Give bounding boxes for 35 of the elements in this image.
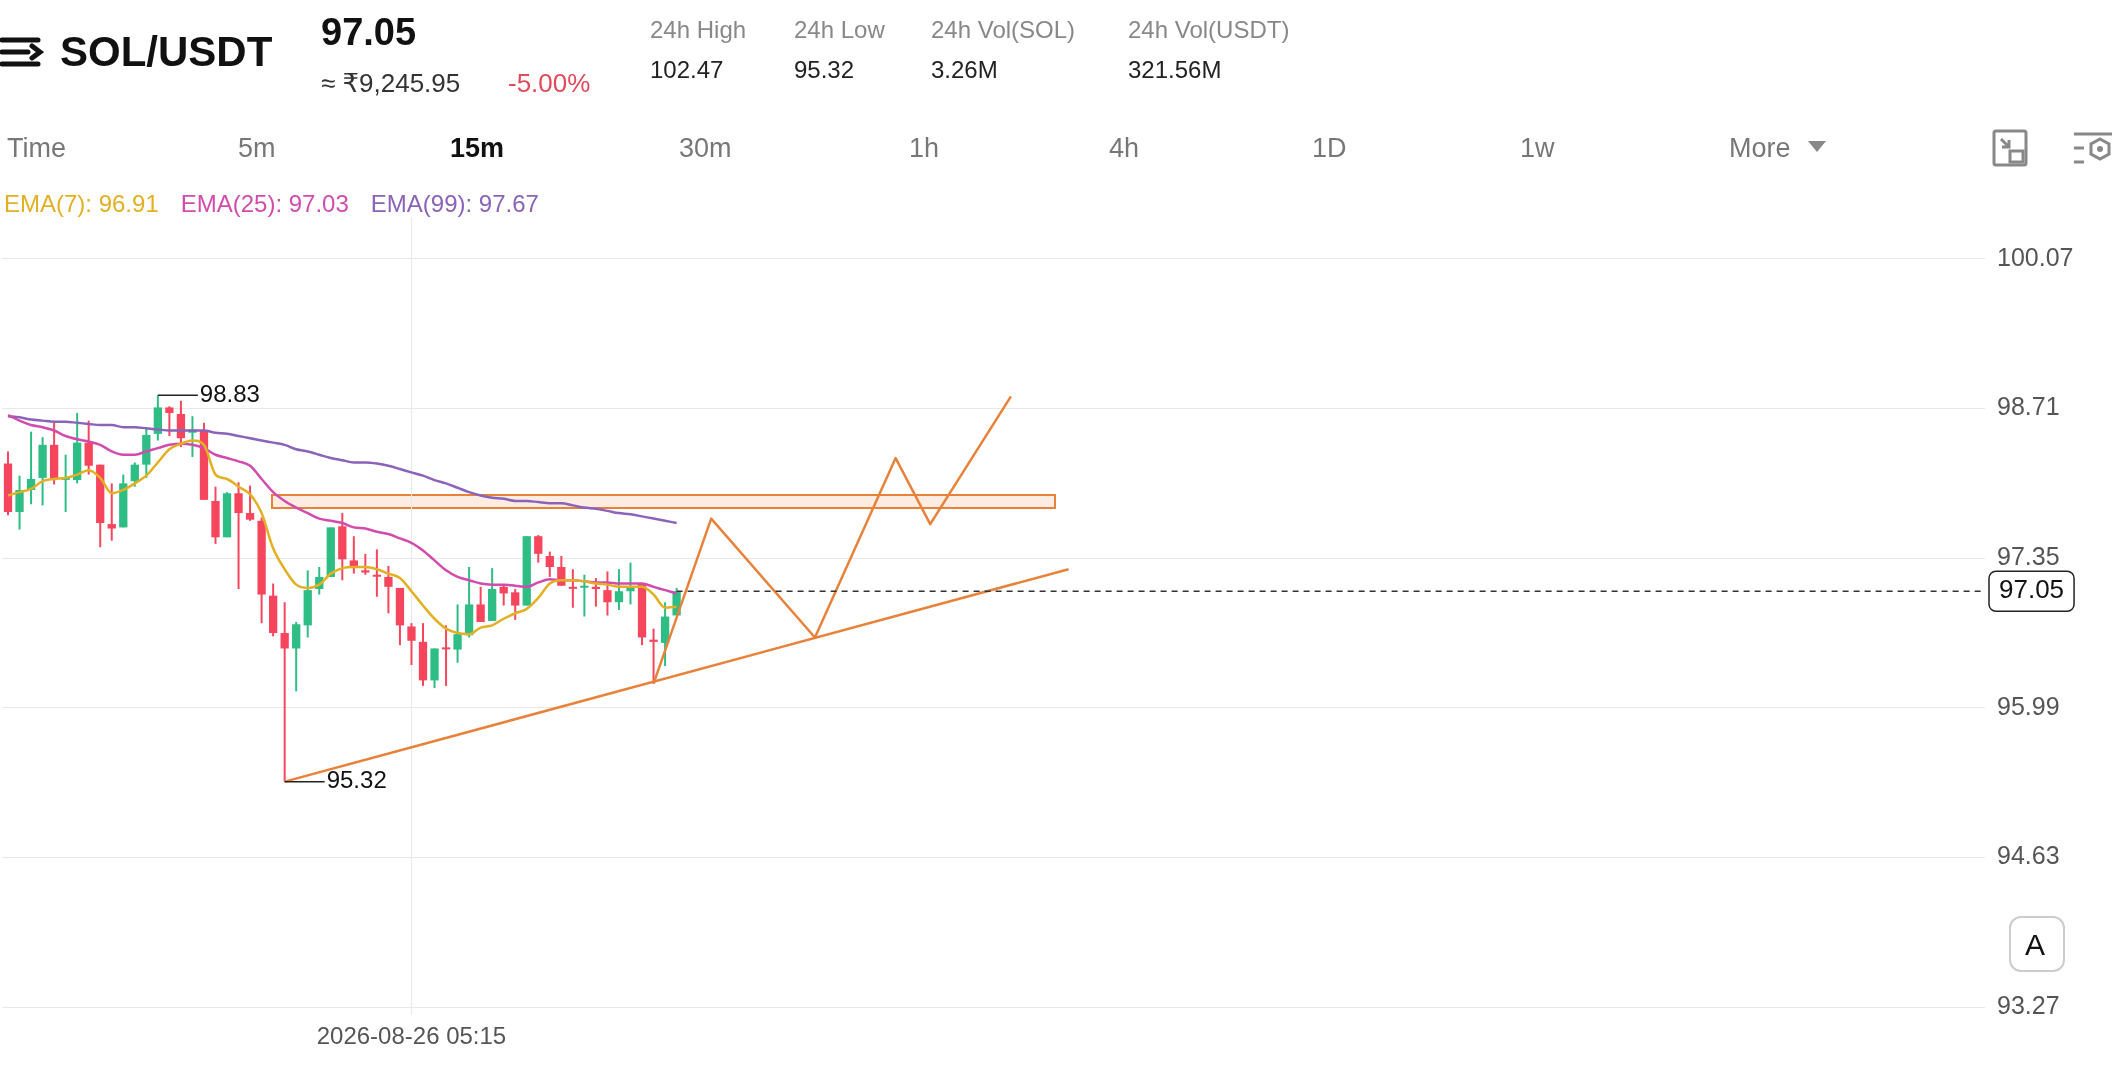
y-tick-label: 100.07: [1997, 242, 2074, 271]
text: A: [2025, 928, 2046, 961]
text: 30m: [679, 133, 732, 163]
text: 102.47: [650, 56, 724, 83]
text: 5m: [238, 133, 276, 163]
annotation: 98.83: [199, 379, 260, 407]
text: 95.32: [794, 56, 855, 83]
text: 15m: [450, 133, 505, 163]
text: 24h Vol(USDT): [1128, 16, 1290, 43]
y-tick-label: 97.35: [1997, 542, 2060, 571]
x-tick-label: 2026-08-26 05:15: [316, 1022, 507, 1050]
y-tick-label: 93.27: [1997, 991, 2060, 1020]
text: -5.00%: [508, 68, 591, 98]
y-tick-label: 98.71: [1997, 392, 2060, 421]
text: More: [1729, 133, 1791, 163]
text: EMA(25): 97.03: [180, 190, 349, 218]
ref-line-label: 97.05: [1999, 574, 2065, 605]
text: 1D: [1312, 133, 1347, 163]
text: 97.05: [321, 11, 417, 53]
text: EMA(7): 96.91: [4, 190, 159, 218]
text: Time: [7, 133, 66, 163]
y-tick-label: 95.99: [1997, 691, 2060, 720]
text: 1h: [909, 133, 940, 163]
text: 3.26M: [931, 56, 998, 83]
text: 24h High: [650, 16, 747, 43]
chart-title: SOL/USDT: [60, 28, 273, 75]
text: 4h: [1109, 133, 1140, 163]
text: 24h Vol(SOL): [931, 16, 1076, 43]
text: EMA(99): 97.67: [370, 190, 539, 218]
annotation: 95.32: [326, 766, 387, 794]
text: 24h Low: [794, 16, 885, 43]
text: ≈ ₹9,245.95: [321, 68, 461, 98]
text: 321.56M: [1128, 56, 1222, 83]
text: 1w: [1520, 133, 1555, 163]
y-tick-label: 94.63: [1997, 841, 2060, 870]
